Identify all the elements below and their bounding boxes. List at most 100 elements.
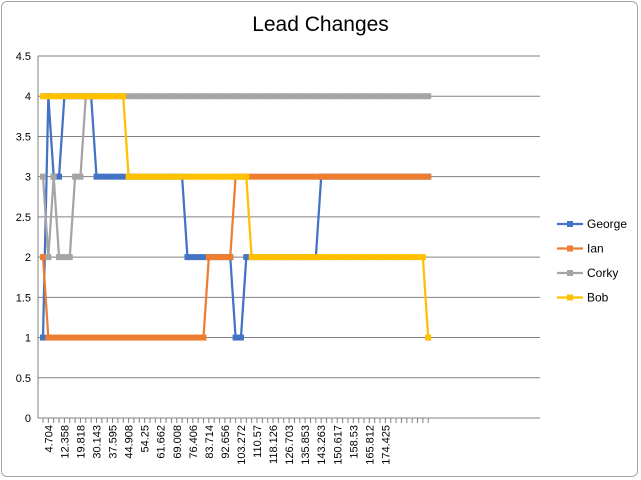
data-point bbox=[141, 334, 148, 341]
legend: George Ian Corky Bob bbox=[557, 217, 627, 305]
data-point bbox=[328, 93, 335, 100]
data-point bbox=[339, 93, 346, 100]
data-point bbox=[307, 173, 314, 180]
data-point bbox=[125, 334, 132, 341]
data-point bbox=[200, 173, 207, 180]
legend-label: Ian bbox=[587, 242, 604, 256]
data-point bbox=[248, 254, 255, 261]
legend-marker bbox=[567, 245, 573, 252]
data-point bbox=[366, 254, 373, 261]
data-point bbox=[173, 93, 180, 100]
x-tick-label: 158.53 bbox=[348, 425, 360, 459]
data-point bbox=[355, 93, 362, 100]
data-point bbox=[120, 93, 127, 100]
data-point bbox=[66, 334, 73, 341]
data-point bbox=[387, 93, 394, 100]
data-point bbox=[179, 93, 186, 100]
data-point bbox=[419, 93, 426, 100]
x-tick-label: 135.853 bbox=[300, 425, 312, 465]
data-point bbox=[275, 173, 282, 180]
data-point bbox=[163, 334, 170, 341]
data-point bbox=[382, 93, 389, 100]
data-point bbox=[291, 173, 298, 180]
data-point bbox=[189, 173, 196, 180]
data-point bbox=[173, 334, 180, 341]
x-tick-label: 69.008 bbox=[172, 425, 184, 459]
data-point bbox=[393, 93, 400, 100]
x-tick-label: 92.656 bbox=[220, 425, 232, 459]
x-tick-label: 165.812 bbox=[364, 425, 376, 465]
data-point bbox=[200, 254, 207, 261]
data-point bbox=[195, 334, 202, 341]
x-tick-label: 4.704 bbox=[43, 425, 55, 453]
data-point bbox=[45, 334, 52, 341]
x-tick-label: 110.57 bbox=[252, 425, 264, 458]
data-point bbox=[419, 254, 426, 261]
data-point bbox=[377, 254, 384, 261]
data-point bbox=[286, 254, 293, 261]
data-point bbox=[344, 173, 351, 180]
data-point bbox=[130, 334, 137, 341]
data-point bbox=[88, 93, 95, 100]
data-point bbox=[205, 173, 212, 180]
data-point bbox=[296, 254, 303, 261]
data-point bbox=[254, 93, 260, 100]
data-point bbox=[114, 173, 121, 180]
data-point bbox=[200, 93, 207, 100]
data-point bbox=[61, 93, 68, 100]
data-point bbox=[61, 334, 68, 341]
data-point bbox=[56, 93, 63, 100]
data-point bbox=[350, 254, 357, 261]
data-point bbox=[307, 254, 314, 261]
legend-marker bbox=[567, 270, 573, 276]
data-point bbox=[302, 254, 309, 261]
data-point bbox=[173, 173, 180, 180]
data-point bbox=[312, 254, 319, 261]
legend-marker bbox=[567, 221, 573, 227]
data-point bbox=[270, 254, 277, 261]
data-point bbox=[125, 93, 132, 100]
data-point bbox=[184, 93, 191, 100]
data-point bbox=[366, 173, 373, 180]
data-point bbox=[216, 93, 223, 100]
data-point bbox=[82, 334, 89, 341]
y-tick-label: 1.5 bbox=[16, 292, 31, 304]
data-point bbox=[302, 173, 309, 180]
data-point bbox=[270, 93, 277, 100]
data-point bbox=[45, 254, 52, 261]
legend-marker bbox=[567, 294, 573, 301]
data-point bbox=[280, 93, 287, 100]
data-point bbox=[344, 254, 351, 261]
x-tick-label: 30.143 bbox=[92, 425, 104, 459]
data-point bbox=[259, 93, 266, 100]
data-point bbox=[136, 334, 143, 341]
data-point bbox=[98, 334, 105, 341]
data-point bbox=[66, 93, 73, 100]
data-point bbox=[72, 334, 79, 341]
data-point bbox=[275, 254, 282, 261]
x-tick-label: 83.714 bbox=[204, 425, 216, 459]
data-point bbox=[286, 173, 293, 180]
data-point bbox=[243, 254, 250, 261]
data-point bbox=[296, 93, 303, 100]
series-bob bbox=[40, 93, 432, 341]
data-point bbox=[425, 93, 432, 100]
data-point bbox=[189, 254, 196, 261]
data-point bbox=[109, 93, 116, 100]
x-tick-label: 126.703 bbox=[284, 425, 296, 465]
data-point bbox=[141, 93, 148, 100]
y-tick-label: 4 bbox=[25, 91, 31, 103]
data-point bbox=[157, 173, 164, 180]
data-point bbox=[40, 254, 46, 261]
data-point bbox=[409, 254, 416, 261]
data-point bbox=[77, 334, 84, 341]
data-point bbox=[232, 173, 239, 180]
data-point bbox=[56, 254, 63, 261]
legend-label: Bob bbox=[587, 291, 609, 305]
data-point bbox=[61, 254, 68, 261]
data-point bbox=[221, 93, 228, 100]
data-point bbox=[259, 173, 266, 180]
data-point bbox=[248, 173, 255, 180]
data-point bbox=[296, 173, 303, 180]
